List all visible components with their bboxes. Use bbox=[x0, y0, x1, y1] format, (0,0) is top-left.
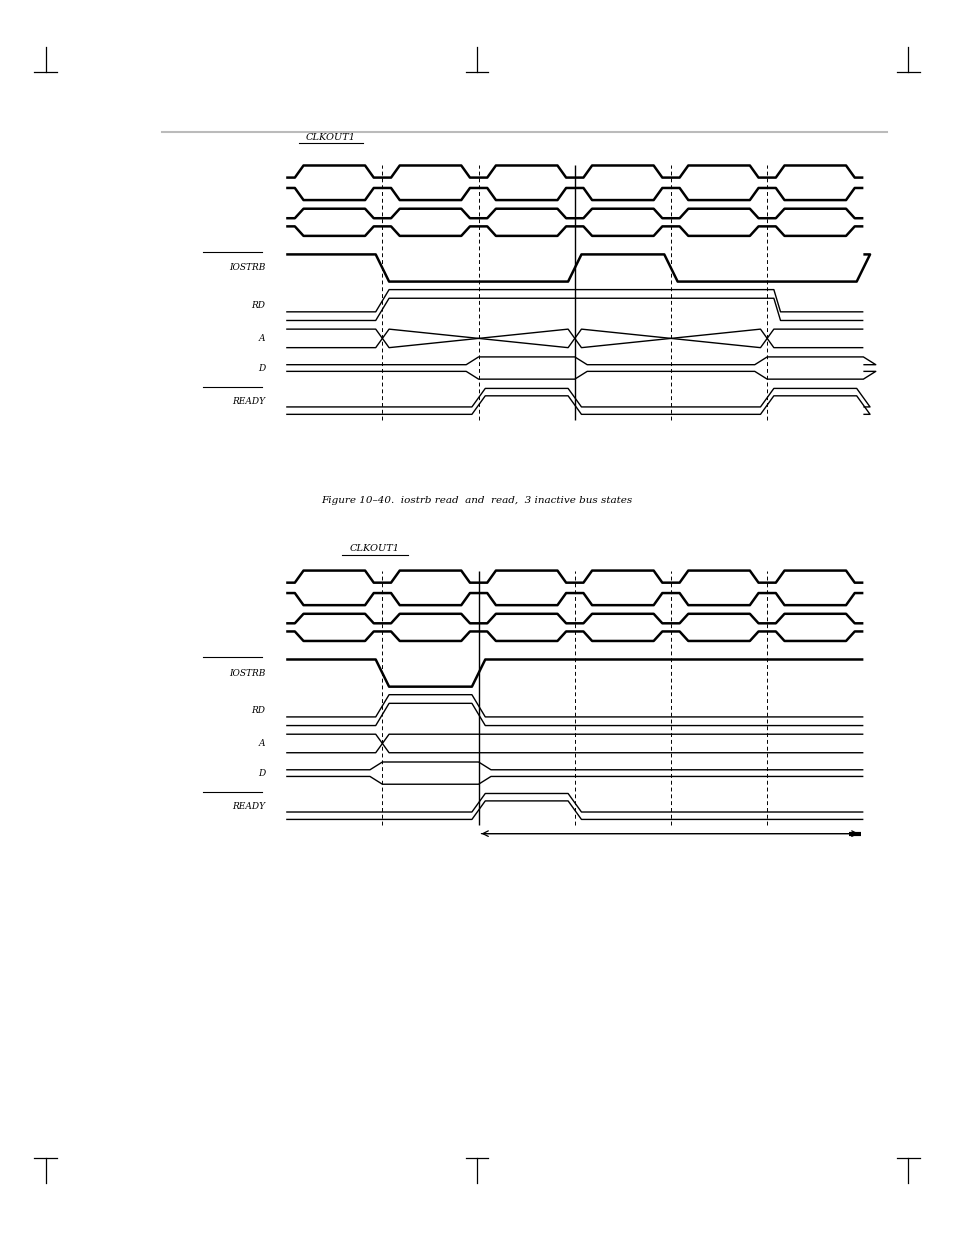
Text: IOSTRB: IOSTRB bbox=[229, 668, 265, 678]
Text: RD: RD bbox=[251, 705, 265, 715]
Text: D: D bbox=[257, 363, 265, 373]
Text: READY: READY bbox=[232, 802, 265, 811]
Text: Figure 10–40.  iostrb read  and  read,  3 inactive bus states: Figure 10–40. iostrb read and read, 3 in… bbox=[321, 495, 632, 505]
Text: RD: RD bbox=[251, 300, 265, 310]
Text: CLKOUT1: CLKOUT1 bbox=[350, 545, 399, 553]
Text: D: D bbox=[257, 768, 265, 778]
Text: A: A bbox=[258, 739, 265, 748]
Text: IOSTRB: IOSTRB bbox=[229, 263, 265, 273]
Text: A: A bbox=[258, 333, 265, 343]
Text: CLKOUT1: CLKOUT1 bbox=[306, 133, 355, 142]
Text: READY: READY bbox=[232, 396, 265, 406]
